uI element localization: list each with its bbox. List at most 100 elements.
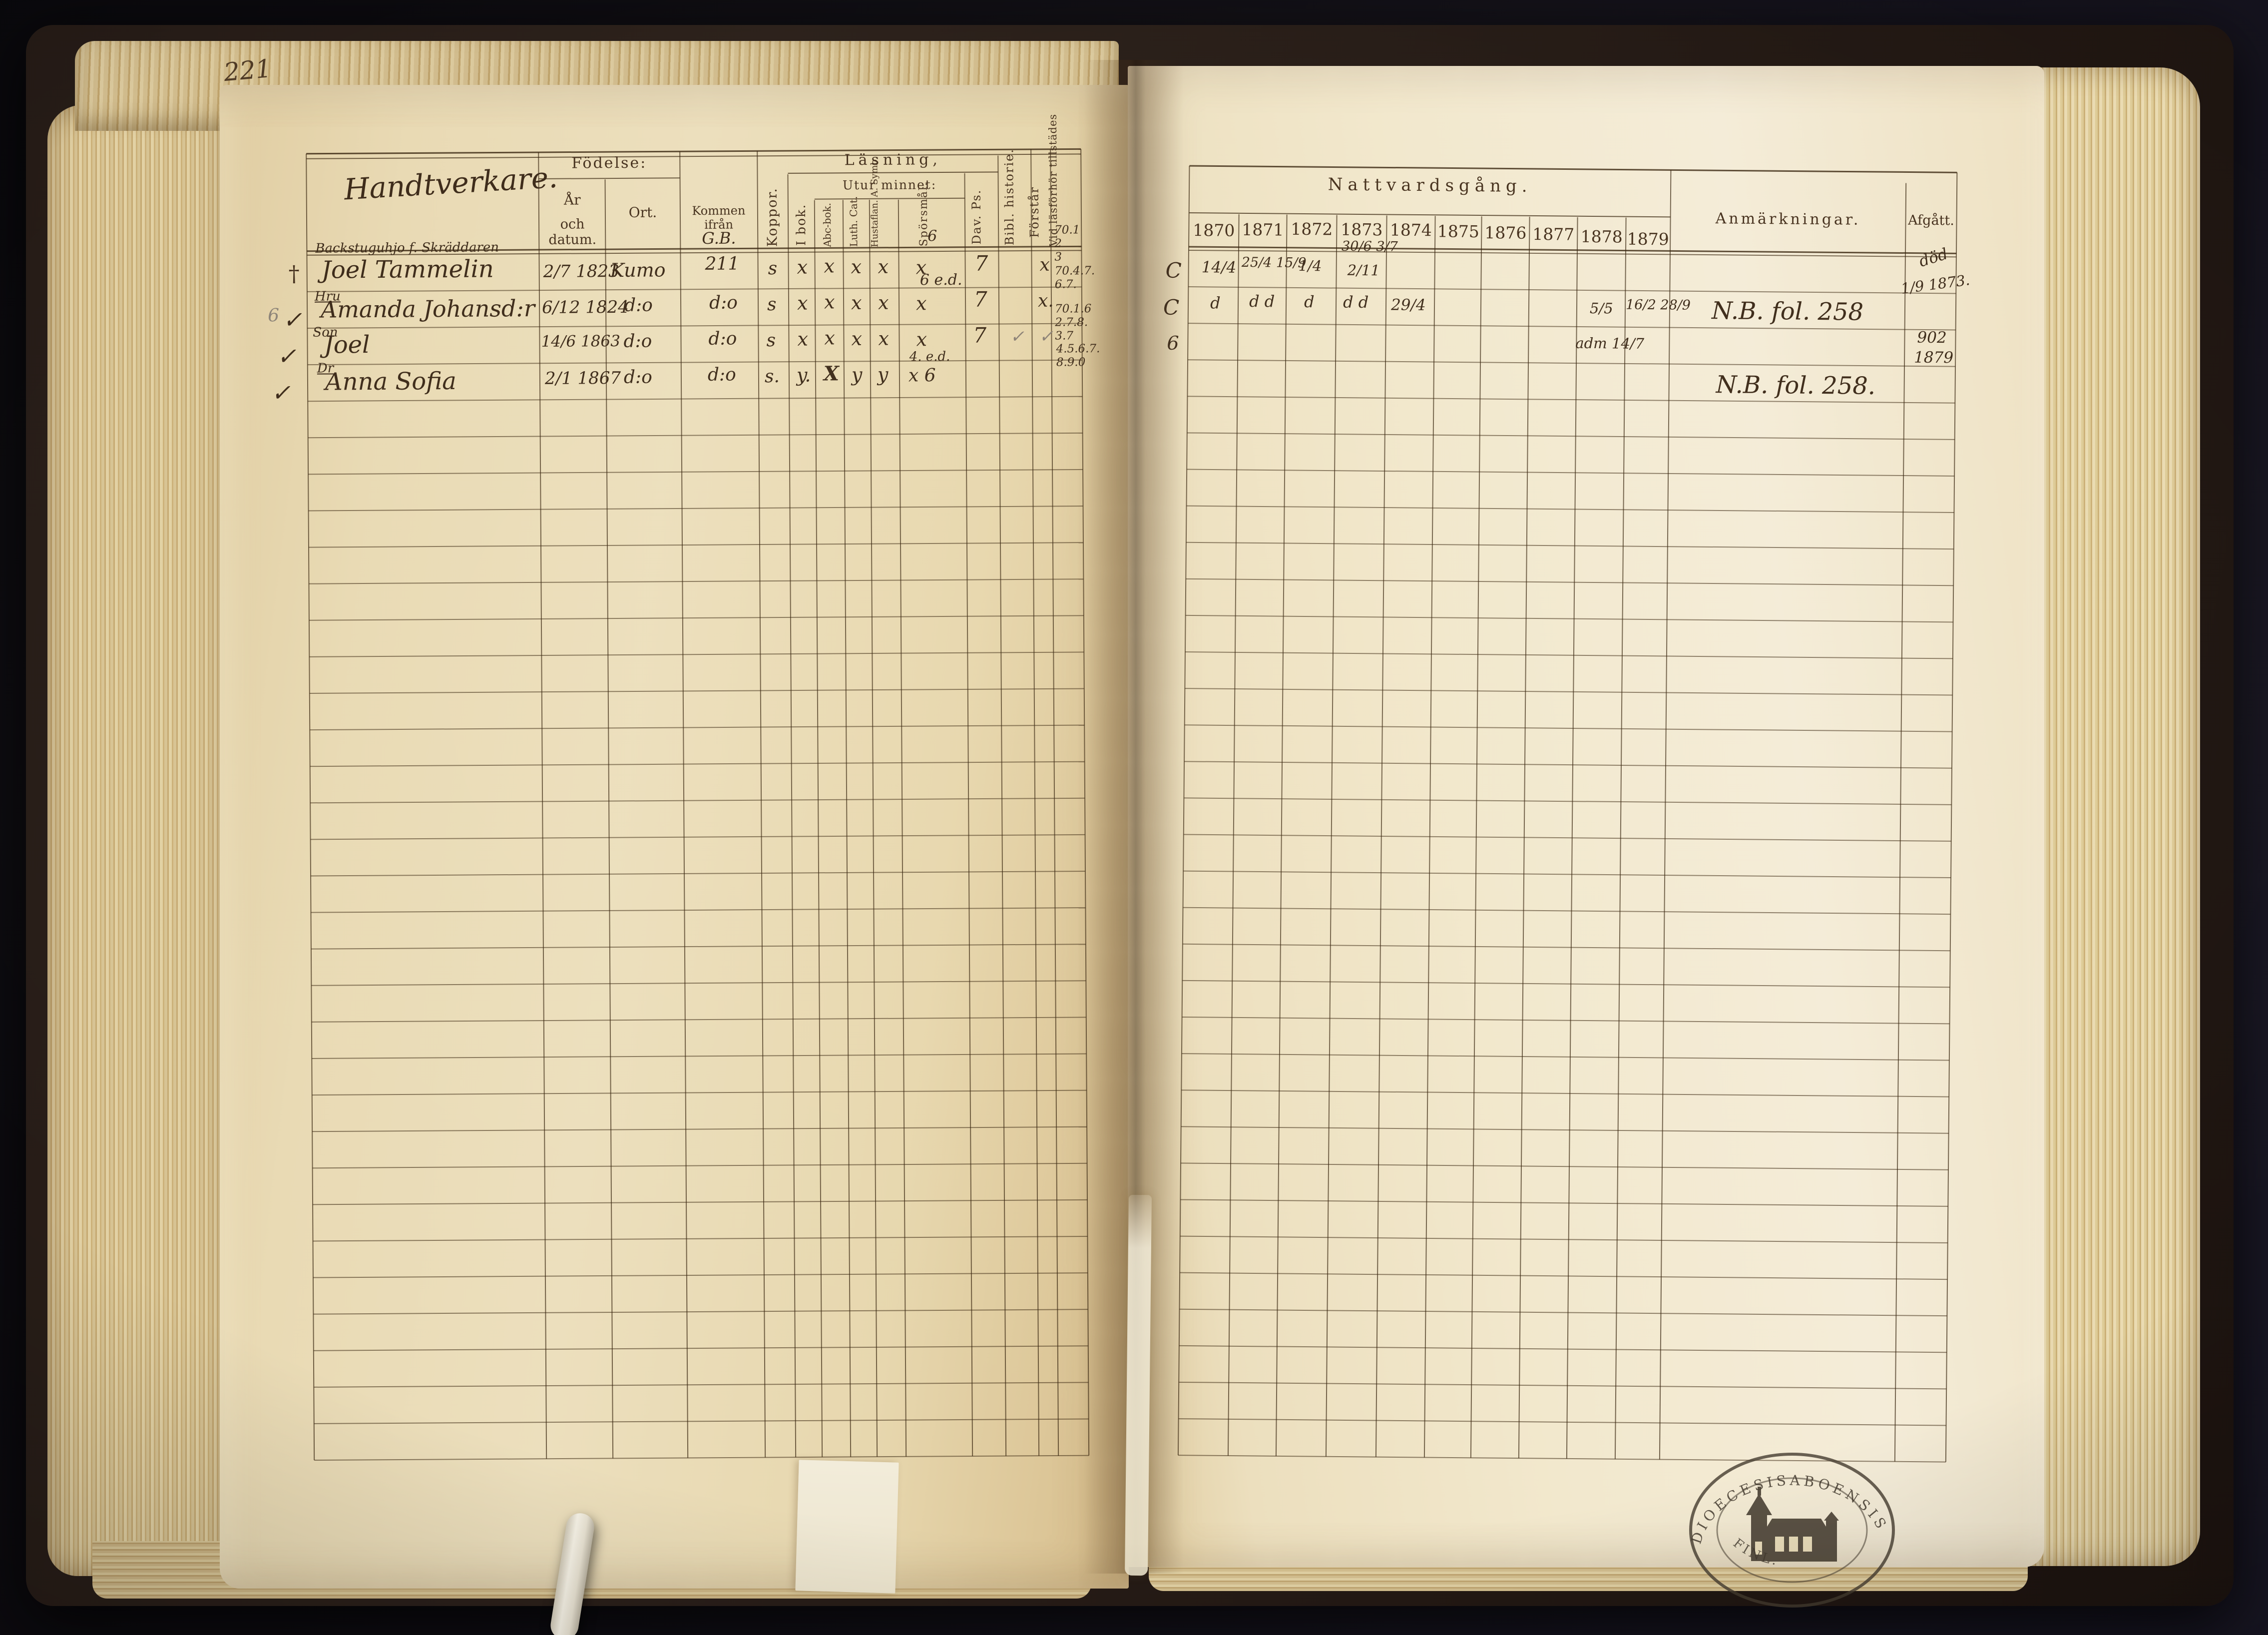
mark-bibl: ✓	[1010, 327, 1025, 347]
header-hustaflan: Hustaflan. A. Symb.	[869, 156, 881, 247]
entry-occupation: Backstuguhjo f. Skräddaren	[315, 240, 499, 256]
header-year: 1876	[1484, 223, 1527, 243]
entry-name: Anna Sofia	[325, 367, 456, 396]
communion-date: 14/4	[1201, 258, 1237, 277]
parish-archive-stamp: DIOECESISABOENSIS FINL.	[1688, 1453, 1895, 1608]
mark-abc: X	[823, 362, 840, 386]
margin-mark: C	[1163, 295, 1180, 320]
mark-i-bok: x	[797, 256, 808, 278]
bookmark-ribbon	[1125, 1194, 1152, 1576]
mark-koppor: s	[768, 258, 778, 279]
header-nattvardsgang: Nattvardsgång.	[1328, 174, 1532, 196]
mark-i-bok: y.	[796, 364, 811, 386]
entry-birth-date: 14/6 1863	[541, 332, 620, 351]
communion-date: 2/11	[1347, 261, 1380, 279]
header-koppor: Koppor.	[764, 187, 781, 247]
note-line: 70.4.7.	[1054, 264, 1095, 278]
note-line: 6.7.	[1054, 278, 1077, 291]
mark-sporsmal: x	[915, 292, 927, 315]
afgatt-note: 1879	[1914, 348, 1954, 367]
margin-cross-mark: †	[288, 261, 300, 287]
header-year: 1878	[1580, 226, 1623, 247]
mark-dav-ps: 7	[974, 251, 988, 276]
entry-birth-date: 2/1 1867	[544, 368, 621, 389]
header-year: 1870	[1193, 220, 1235, 240]
entry-kommen-ifran: G.B.	[702, 228, 736, 248]
margin-mark: C	[1165, 258, 1182, 283]
mark-i-bok: x	[797, 328, 809, 350]
left-table-grid	[306, 148, 1090, 1461]
header-fodelse: Födelse:	[571, 154, 647, 172]
entry-kommen-ifran: d:o	[709, 292, 738, 313]
communion-date: adm 14/7	[1575, 334, 1645, 352]
header-abc-bok: Abc-bok.	[821, 202, 834, 247]
header-year: 1871	[1242, 219, 1284, 240]
remark-note: N.B. fol. 258.	[1716, 371, 1876, 400]
entry-kommen-ifran-2: 211	[705, 253, 740, 274]
note-vid-lasforhor: 70.1 2 3	[1054, 223, 1080, 264]
header-forstar: Förstår	[1027, 186, 1042, 238]
note-line: 3.7	[1055, 329, 1074, 343]
header-year: 1875	[1437, 221, 1479, 242]
header-lasning: Läsning,	[844, 151, 941, 169]
margin-check-mark: ✓	[277, 342, 297, 370]
entry-birth-place: d:o	[623, 367, 652, 388]
entry-birth-date: 2/7 1823	[543, 261, 619, 282]
entry-name: Joel	[324, 331, 370, 359]
communion-date: 29/4	[1390, 296, 1426, 315]
note-line: 2	[1054, 237, 1062, 250]
entry-birth-place: Kumo	[610, 259, 666, 282]
entry-birth-place: d:o	[624, 295, 653, 316]
header-ar: År	[563, 191, 581, 208]
page-edges-left	[47, 105, 230, 1576]
paper-slip	[795, 1460, 899, 1594]
mark-koppor: s	[766, 330, 776, 351]
entry-birth-date: 6/12 1824	[541, 297, 629, 318]
mark-forstar: ✓	[1039, 326, 1054, 347]
mark-dav-ps: 7	[973, 323, 987, 348]
mark-forstar: x.	[1037, 290, 1054, 311]
header-i-bok: I bok.	[793, 203, 809, 246]
mark-abc: x	[824, 291, 835, 313]
header-year: 1873	[1341, 219, 1383, 240]
communion-date: 5/5	[1589, 299, 1613, 317]
mark-sporsmal: x 6	[908, 365, 936, 386]
mark-abc: x	[824, 327, 836, 349]
note-line: 3	[1054, 250, 1062, 264]
mark-luth: x	[851, 328, 863, 350]
note-sporsmal: 6	[927, 227, 937, 245]
mark-sporsmal: x	[916, 328, 927, 351]
mark-hustaflan: x	[878, 291, 889, 314]
mark-forstar: x	[1039, 254, 1050, 275]
mark-i-bok: x	[797, 292, 808, 314]
margin-pencil-note: 6	[268, 305, 280, 326]
entry-kommen-ifran: d:o	[707, 364, 736, 385]
note-sporsmal: 6 e.d.	[919, 271, 962, 289]
header-luth-cat: Luth. Cat.	[847, 196, 860, 247]
header-dav-ps: Dav. Ps.	[969, 189, 984, 245]
note-line: 8.9.0	[1056, 356, 1086, 369]
mark-luth: x	[851, 256, 862, 278]
note-vid-lasforhor: 70.4.7. 6.7.	[1055, 264, 1095, 291]
entry-name: Amanda Johansd:r	[320, 295, 535, 323]
mark-koppor: s.	[764, 366, 780, 387]
page-number: 221	[222, 53, 273, 87]
communion-date: 1/4	[1298, 257, 1322, 275]
note-line: 4.5.6.7.	[1056, 342, 1100, 356]
communion-date: 25/4 15/9	[1241, 254, 1307, 271]
entry-name: Joel Tammelin	[321, 255, 494, 284]
mark-koppor: s	[767, 294, 777, 315]
note-line: 70.1	[1054, 223, 1080, 237]
mark-luth: y	[851, 364, 863, 386]
header-och-datum: och datum.	[548, 216, 597, 248]
page-edges-right	[2025, 67, 2200, 1566]
communion-mark: d d	[1249, 292, 1275, 311]
header-anmarkningar: Anmärkningar.	[1715, 210, 1861, 229]
mark-hustaflan: y	[877, 363, 889, 386]
note-sporsmal: 4. e.d.	[909, 349, 950, 365]
communion-mark: d	[1210, 293, 1221, 313]
header-afgatt: Afgått.	[1908, 212, 1955, 229]
header-utur-minnet: Utur minnet:	[842, 177, 937, 193]
entry-birth-place: d:o	[623, 331, 652, 352]
